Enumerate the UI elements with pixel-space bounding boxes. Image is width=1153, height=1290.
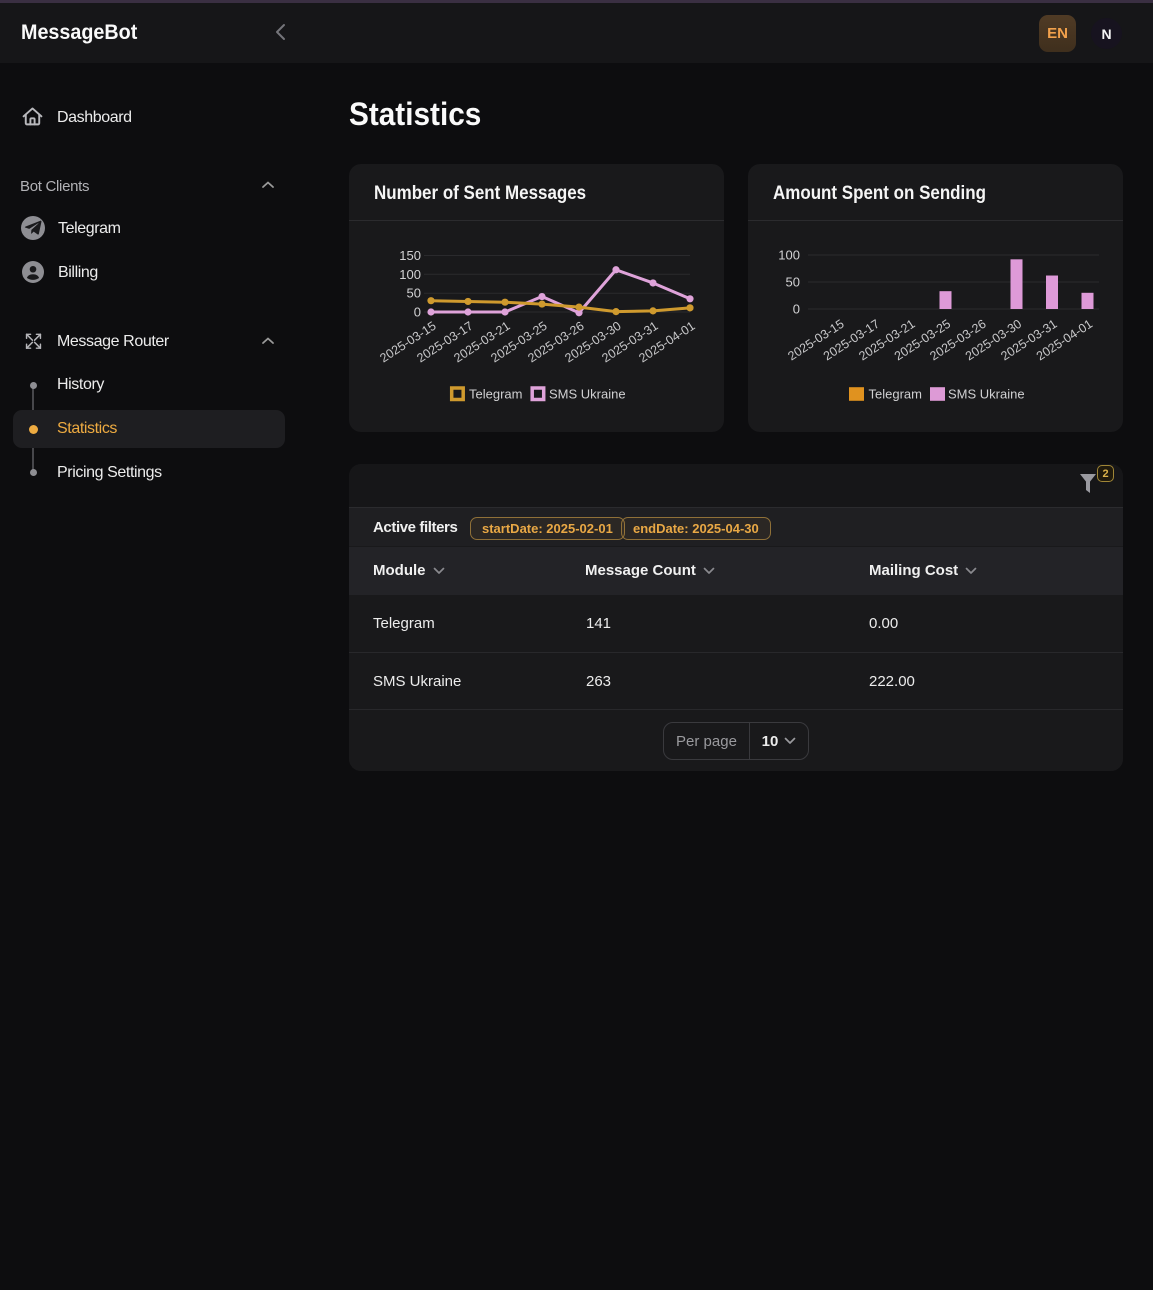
svg-text:0: 0 <box>414 305 421 320</box>
svg-text:Telegram: Telegram <box>869 387 922 402</box>
svg-text:50: 50 <box>786 275 800 290</box>
svg-text:50: 50 <box>407 286 421 301</box>
svg-text:100: 100 <box>778 248 800 263</box>
svg-text:150: 150 <box>399 248 421 263</box>
svg-text:SMS Ukraine: SMS Ukraine <box>549 387 626 402</box>
svg-text:Telegram: Telegram <box>469 387 522 402</box>
svg-text:100: 100 <box>399 267 421 282</box>
svg-text:SMS Ukraine: SMS Ukraine <box>948 387 1025 402</box>
svg-text:0: 0 <box>793 302 800 317</box>
